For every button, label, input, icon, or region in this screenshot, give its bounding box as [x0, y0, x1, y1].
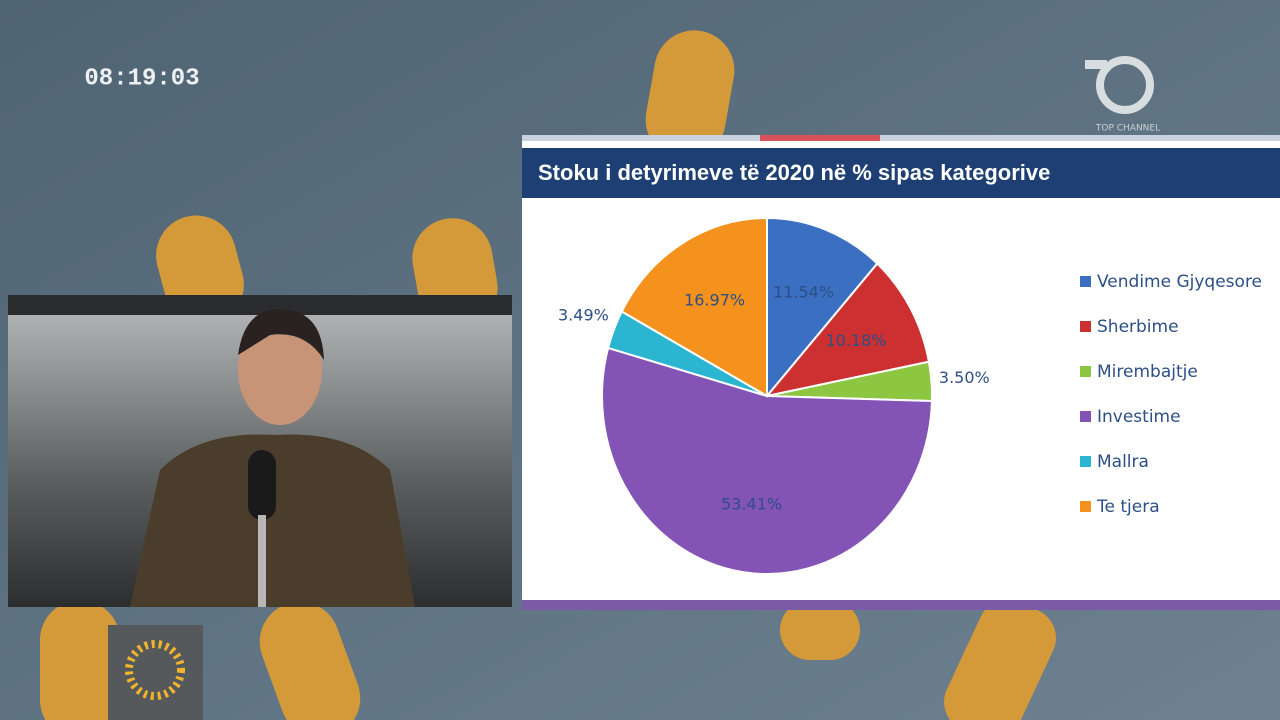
data-label: 10.18% [825, 331, 886, 350]
pie-slice [764, 262, 931, 398]
clock: 08:19:03 [84, 65, 199, 92]
legend-label: Mallra [1097, 452, 1149, 472]
video-feed [8, 295, 512, 607]
legend-swatch [1080, 276, 1091, 287]
pie-slice [601, 346, 933, 575]
decor [40, 30, 1056, 720]
data-label: 3.50% [939, 368, 990, 387]
legend-label: Vendime Gjyqesore [1097, 272, 1262, 292]
legend-swatch [1080, 456, 1091, 467]
legend-swatch [1080, 411, 1091, 422]
legend-swatch [1080, 366, 1091, 377]
data-label: 53.41% [721, 495, 782, 514]
data-label: 11.54% [773, 282, 834, 301]
legend-label: Mirembajtje [1097, 362, 1198, 382]
pie: 11.54% 10.18% 3.50% 53.41% 3.49% 16.97% [558, 216, 990, 575]
chart-title: Stoku i detyrimeve të 2020 në % sipas ka… [538, 160, 1050, 185]
channel-name: TOP CHANNEL [1095, 124, 1160, 134]
legend-label: Investime [1097, 407, 1181, 427]
pie-slice [620, 216, 768, 398]
legend-swatch [1080, 501, 1091, 512]
legend-swatch [1080, 321, 1091, 332]
legend-label: Te tjera [1096, 497, 1160, 517]
data-label: 16.97% [684, 291, 745, 310]
show-badge [108, 625, 203, 720]
legend-label: Sherbime [1097, 317, 1179, 337]
logo: TOP CHANNEL [1085, 56, 1160, 134]
legend: Vendime Gjyqesore Sherbime Mirembajtje Inve… [1080, 272, 1262, 517]
pie-slice [766, 216, 879, 399]
data-label: 3.49% [558, 305, 609, 324]
